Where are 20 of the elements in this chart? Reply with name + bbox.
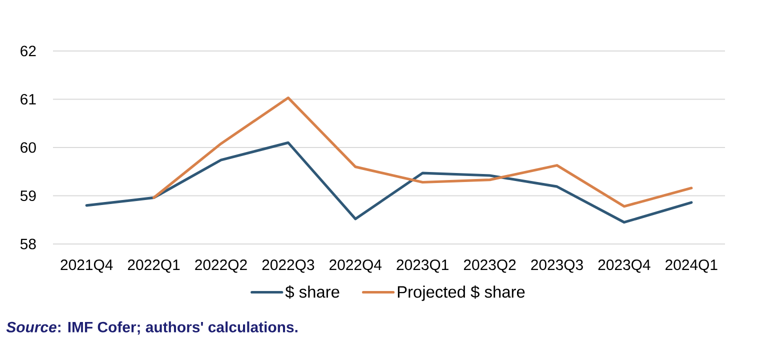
x-tick-label: 2024Q1 — [666, 260, 718, 273]
x-tick-label: 2022Q3 — [262, 260, 314, 273]
y-tick-label: 60 — [20, 142, 36, 153]
x-tick-label: 2023Q1 — [396, 260, 448, 273]
legend-label: Projected $ share — [398, 285, 525, 301]
x-tick-label: 2023Q2 — [464, 260, 516, 273]
y-tick-label: 62 — [20, 46, 36, 56]
y-tick-label: 59 — [20, 190, 36, 202]
x-tick-label: 2022Q4 — [330, 260, 382, 273]
x-tick-label: 2023Q3 — [531, 260, 583, 273]
x-tick-label: 2021Q4 — [60, 260, 113, 273]
line-series — [152, 96, 693, 208]
x-tick-label: 2022Q1 — [128, 260, 180, 273]
text: Source: IMF Cofer; authors' calculations. — [6, 321, 298, 335]
x-tick-label: 2022Q2 — [195, 260, 247, 273]
legend-label: $ share — [285, 285, 340, 299]
line-series — [85, 141, 693, 224]
y-tick-label: 61 — [20, 94, 36, 105]
x-tick-label: 2023Q4 — [598, 260, 650, 273]
y-tick-label: 58 — [20, 238, 36, 250]
